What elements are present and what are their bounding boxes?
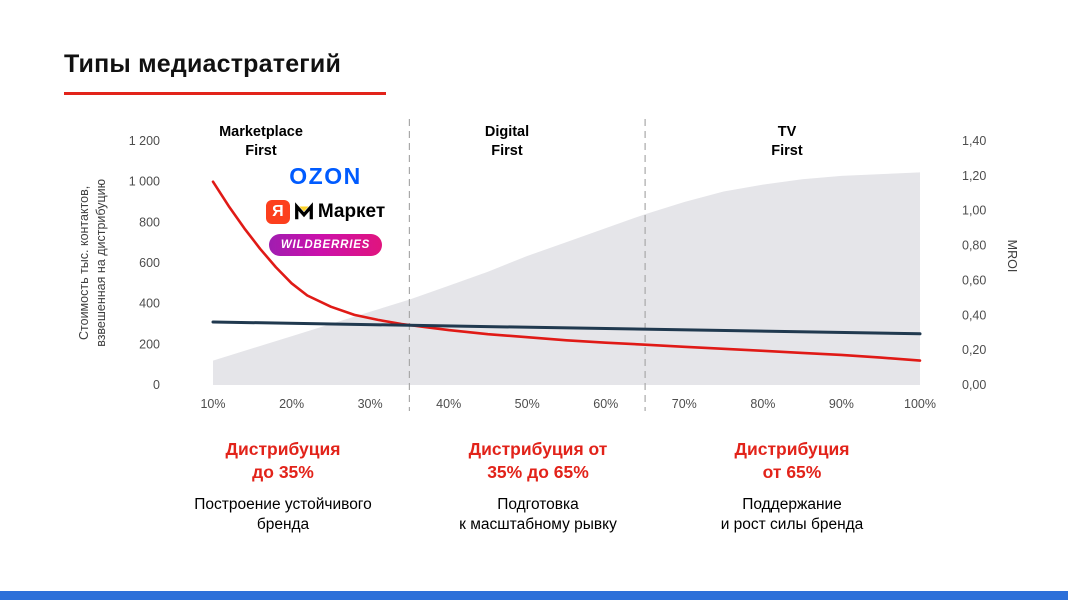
y-right-tick-label: 0,00 <box>962 378 986 392</box>
footer-accent-bar <box>0 591 1068 600</box>
yandex-market-logo: Я Маркет <box>265 200 386 224</box>
x-tick-label: 50% <box>515 397 540 411</box>
y-left-tick-label: 600 <box>139 256 160 270</box>
x-tick-label: 40% <box>436 397 461 411</box>
benchmark-series <box>211 320 922 336</box>
x-tick-label: 20% <box>279 397 304 411</box>
media-strategy-chart: 0 200 400 600 800 1 000 1 200 0,00 0,20 0,40 0,60 0… <box>129 119 986 411</box>
ozon-logo-text: OZON <box>289 163 362 189</box>
wildberries-logo: WILDBERRIES <box>268 234 383 256</box>
x-tick-label: 80% <box>750 397 775 411</box>
x-tick-label: 100% <box>904 397 936 411</box>
y-right-tick-label: 0,40 <box>962 308 986 322</box>
page-title: Типы медиастратегий <box>64 50 342 78</box>
x-tick-label: 60% <box>593 397 618 411</box>
annotation-block-2: Дистрибуция от 35% до 65% Подготовка к м… <box>418 438 658 535</box>
annotation-body: Поддержание и рост силы бренда <box>720 495 864 533</box>
ozon-logo: OZON <box>289 163 361 190</box>
cost-per-contact-series <box>211 180 922 362</box>
y-left-tick-label: 400 <box>139 297 160 311</box>
y-right-tick-label: 1,00 <box>962 204 986 218</box>
right-axis-title: MROI <box>1005 239 1019 273</box>
section-label-marketplace-first: Marketplace First <box>219 124 303 159</box>
y-left-tick-label: 800 <box>139 215 160 229</box>
annotation-heading: Дистрибуция от 35% до 65% <box>468 439 608 482</box>
marketplace-logos: OZON Я Маркет WILDBERRIES <box>248 163 403 256</box>
annotation-block-3: Дистрибуция от 65% Поддержание и рост си… <box>672 438 912 535</box>
yandex-market-logo-text: Маркет <box>317 201 386 222</box>
y-right-tick-label: 0,80 <box>962 239 986 253</box>
annotation-heading: Дистрибуция до 35% <box>225 439 341 482</box>
y-right-tick-label: 0,20 <box>962 343 986 357</box>
wildberries-logo-text: WILDBERRIES <box>280 239 371 251</box>
y-right-tick-label: 1,40 <box>962 134 986 148</box>
y-left-tick-label: 200 <box>139 337 160 351</box>
section-label-tv-first: TV First <box>771 124 803 159</box>
x-tick-label: 90% <box>829 397 854 411</box>
annotation-block-1: Дистрибуция до 35% Построение устойчивог… <box>163 438 403 535</box>
x-tick-label: 10% <box>200 397 225 411</box>
y-left-tick-label: 1 000 <box>129 175 160 189</box>
annotation-body: Построение устойчивого бренда <box>194 495 372 533</box>
y-left-tick-label: 0 <box>153 378 160 392</box>
x-tick-label: 70% <box>672 397 697 411</box>
annotation-heading: Дистрибуция от 65% <box>734 439 850 482</box>
y-right-tick-label: 0,60 <box>962 273 986 287</box>
market-m-icon <box>294 202 314 222</box>
left-axis-title: Стоимость тыс. контактов, взвешенная на … <box>77 178 108 347</box>
yandex-icon: Я <box>265 200 290 224</box>
y-right-tick-label: 1,20 <box>962 169 986 183</box>
x-tick-label: 30% <box>358 397 383 411</box>
title-underline <box>64 92 386 95</box>
y-left-tick-label: 1 200 <box>129 134 160 148</box>
annotation-body: Подготовка к масштабному рывку <box>459 495 617 533</box>
section-label-digital-first: Digital First <box>484 124 530 159</box>
